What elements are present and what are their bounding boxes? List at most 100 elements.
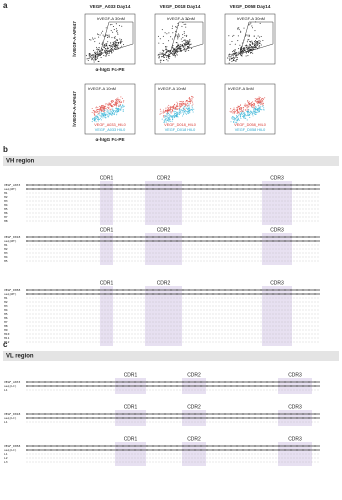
event-dot xyxy=(180,49,182,51)
event-dot xyxy=(110,100,112,103)
cdr-shade xyxy=(100,181,113,225)
event-dot xyxy=(108,36,110,38)
event-dot xyxy=(236,120,238,122)
event-dot xyxy=(262,40,264,42)
event-dot xyxy=(235,60,237,62)
event-dot xyxy=(256,45,258,47)
event-dot xyxy=(181,41,183,43)
event-dot xyxy=(108,49,110,51)
event-dot xyxy=(171,115,173,117)
event-dot xyxy=(113,28,115,30)
event-dot xyxy=(232,55,234,57)
event-dot xyxy=(240,30,242,32)
event-dot xyxy=(119,101,121,103)
event-dot xyxy=(251,52,253,54)
event-dot xyxy=(233,53,235,55)
event-dot xyxy=(97,33,99,35)
event-dot xyxy=(184,109,186,111)
event-dot xyxy=(160,112,162,114)
event-dot xyxy=(257,99,259,101)
event-dot xyxy=(175,52,177,54)
event-dot xyxy=(167,60,169,62)
event-dot xyxy=(100,119,102,121)
event-dot xyxy=(232,35,234,37)
row-label: H7 xyxy=(4,320,8,324)
event-dot xyxy=(113,109,115,112)
event-dot xyxy=(94,54,96,56)
event-dot xyxy=(191,48,193,50)
event-dot xyxy=(97,112,99,114)
event-dot xyxy=(100,106,102,108)
event-dot xyxy=(184,39,186,41)
event-dot xyxy=(186,18,188,20)
event-dot xyxy=(252,48,254,50)
event-dot xyxy=(96,54,98,56)
event-dot xyxy=(240,104,242,106)
event-dot xyxy=(166,33,168,35)
event-dot xyxy=(162,49,164,51)
event-dot xyxy=(160,59,162,61)
event-dot xyxy=(99,34,101,36)
event-dot xyxy=(169,118,171,120)
event-dot xyxy=(243,50,245,52)
event-dot xyxy=(245,55,247,57)
event-dot xyxy=(175,112,177,114)
event-dot xyxy=(111,23,113,25)
event-dot xyxy=(189,98,191,100)
event-dot xyxy=(101,49,103,51)
gate-label: P4 xyxy=(175,33,181,38)
gate xyxy=(169,21,204,55)
event-dot xyxy=(115,99,117,101)
event-dot xyxy=(232,110,234,113)
event-dot xyxy=(176,114,178,117)
event-dot xyxy=(96,51,98,53)
event-dot xyxy=(186,45,188,47)
event-dot xyxy=(111,43,113,45)
event-dot xyxy=(113,112,115,114)
event-dot xyxy=(111,46,113,48)
event-dot xyxy=(254,100,256,102)
event-dot xyxy=(97,53,99,55)
event-dot xyxy=(92,119,94,121)
event-dot xyxy=(259,107,261,109)
event-dot xyxy=(174,50,176,52)
event-dot xyxy=(244,50,246,52)
event-dot xyxy=(103,114,105,116)
event-dot xyxy=(175,47,177,49)
event-dot xyxy=(187,105,189,107)
event-dot xyxy=(111,114,113,116)
event-dot xyxy=(182,46,184,48)
event-dot xyxy=(242,110,244,112)
event-dot xyxy=(255,47,257,49)
event-dot xyxy=(95,52,97,54)
event-dot xyxy=(260,35,262,37)
event-dot xyxy=(261,103,263,105)
event-dot xyxy=(168,53,170,55)
event-dot xyxy=(264,97,266,99)
event-dot xyxy=(249,116,251,118)
event-dot xyxy=(108,114,110,116)
event-dot xyxy=(189,39,191,41)
event-dot xyxy=(119,103,121,105)
event-dot xyxy=(174,48,176,50)
event-dot xyxy=(169,115,171,117)
event-dot xyxy=(94,120,96,122)
event-dot xyxy=(240,49,242,51)
event-dot xyxy=(232,60,234,62)
event-dot xyxy=(95,107,97,109)
panel-label: c xyxy=(3,340,8,349)
event-dot xyxy=(110,113,112,115)
event-dot xyxy=(254,44,256,46)
event-dot xyxy=(163,53,165,55)
event-dot xyxy=(183,23,185,25)
row-label: H3 xyxy=(4,251,8,255)
event-dot xyxy=(263,109,265,111)
event-dot xyxy=(112,100,115,103)
event-dot xyxy=(169,116,171,118)
event-dot xyxy=(248,112,250,114)
event-dot xyxy=(235,59,237,61)
event-dot xyxy=(243,49,245,51)
row-label: H12 xyxy=(4,340,10,344)
event-dot xyxy=(172,105,174,108)
event-dot xyxy=(112,31,114,33)
